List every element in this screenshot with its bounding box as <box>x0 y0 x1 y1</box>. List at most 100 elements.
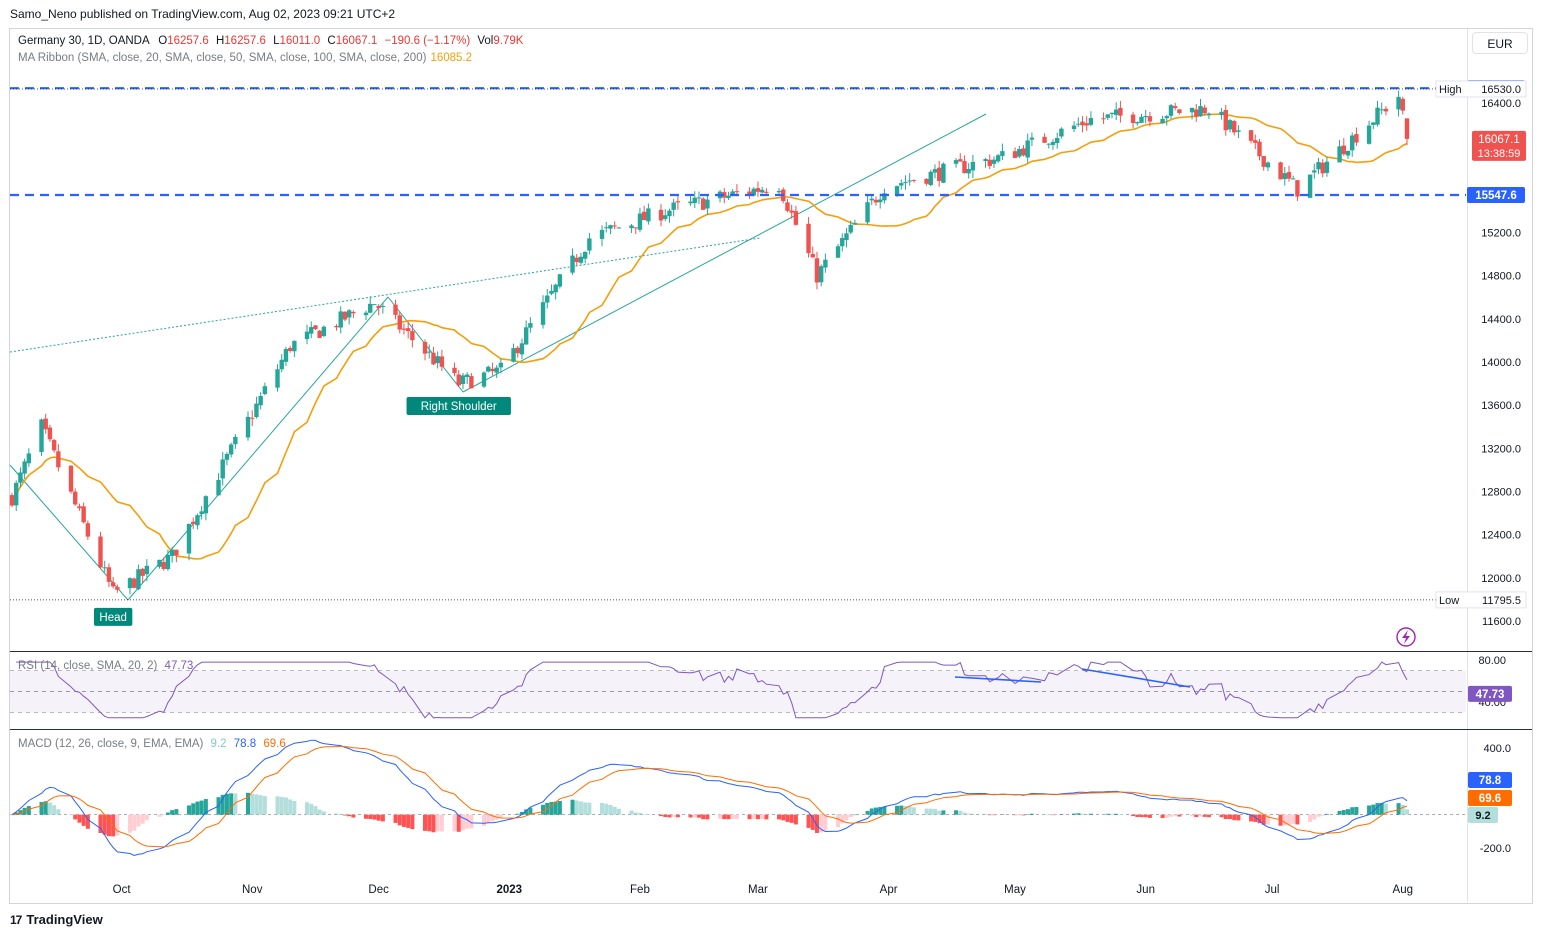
macd-hist-bar <box>941 810 946 815</box>
macd-legend[interactable]: MACD (12, 26, close, 9, EMA, EMA) 9.2 78… <box>18 738 286 750</box>
macd-hist-bar <box>608 804 613 815</box>
candle-body <box>1000 151 1005 156</box>
macd-hist-bar <box>1059 814 1064 815</box>
high-label: H <box>215 35 225 47</box>
rsi-value-badge[interactable]: 47.73 <box>1468 685 1512 702</box>
macd-hist-bar <box>1109 813 1114 815</box>
candle-body <box>1194 109 1199 117</box>
macd-hist-bar <box>1139 814 1144 818</box>
macd-signal-badge[interactable]: 69.6 <box>1468 790 1512 806</box>
candle-body <box>1160 118 1165 124</box>
level-badge-bottom[interactable]: 15547.6 <box>1467 186 1525 203</box>
candle-body <box>1084 123 1089 126</box>
macd-hist-bar <box>397 814 402 826</box>
candle-body <box>722 192 727 198</box>
macd-hist-bar <box>519 811 524 815</box>
candle-body <box>77 506 82 509</box>
macd-hist-bar <box>667 814 672 818</box>
macd-hist-bar <box>1168 814 1173 817</box>
macd-hist-bar <box>557 801 562 815</box>
rsi-divergence-1[interactable] <box>954 676 1042 683</box>
macd-hist-bar <box>254 794 259 815</box>
candle-body <box>574 257 579 263</box>
pattern-line-up[interactable] <box>127 296 389 601</box>
candle-body <box>338 311 343 328</box>
ma-legend[interactable]: MA Ribbon (SMA, close, 20, SMA, close, 5… <box>18 52 472 64</box>
macd-hist-bar <box>10 814 14 816</box>
macd-hist-badge[interactable]: 9.2 <box>1468 807 1498 823</box>
macd-line-badge[interactable]: 78.8 <box>1468 772 1512 788</box>
candle-body <box>751 188 756 196</box>
annotation-right-shoulder[interactable]: Right Shoulder <box>406 396 511 415</box>
candle-body <box>203 496 209 514</box>
currency-button[interactable]: EUR <box>1472 32 1528 54</box>
candle-body <box>616 227 622 229</box>
macd-hist-bar <box>380 814 385 822</box>
macd-hist-bar <box>73 814 78 820</box>
candle-body <box>1354 134 1359 143</box>
macd-hist-bar <box>18 810 23 815</box>
candle-body <box>102 567 107 569</box>
rsi-legend[interactable]: RSI (14, close, SMA, 20, 2) 47.73 <box>18 660 193 672</box>
candle-body <box>663 215 668 219</box>
macd-hist-bar <box>26 806 31 815</box>
macd-hist-bar <box>1160 814 1165 819</box>
lightning-icon[interactable] <box>1396 627 1416 647</box>
candle-body <box>1059 128 1064 137</box>
annotation-head[interactable]: Head <box>93 607 133 626</box>
symbol-legend[interactable]: Germany 30, 1D, OANDA O16257.6 H16257.6 … <box>18 35 523 47</box>
candle-body <box>1232 121 1237 133</box>
ma-value: 16085.2 <box>430 52 473 64</box>
macd-hist-bar <box>1354 807 1359 815</box>
macd-hist-bar <box>317 809 322 815</box>
candle-body <box>789 210 794 213</box>
macd-hist-bar <box>1223 814 1228 820</box>
macd-hist-bar <box>932 808 937 815</box>
macd-hist-bar <box>427 814 432 832</box>
last-price-tag[interactable]: 16067.1 13:38:59 <box>1472 130 1526 161</box>
candle-body <box>140 568 145 576</box>
candle-body <box>1118 107 1123 116</box>
candle-body <box>245 416 251 438</box>
candle-body <box>793 211 799 225</box>
macd-hist-bar <box>928 808 933 815</box>
candle-body <box>814 258 820 283</box>
high-tag: High 16530.0 <box>1435 80 1527 98</box>
macd-hist-bar <box>1249 814 1254 822</box>
neckline-dotted[interactable] <box>9 237 761 353</box>
candle-body <box>372 304 377 306</box>
rsi-divergence-2[interactable] <box>1081 668 1191 688</box>
candle-body <box>983 159 988 162</box>
macd-hist-bar <box>170 810 175 815</box>
macd-hist-bar <box>410 814 415 830</box>
macd-hist-bar <box>966 813 971 815</box>
candle-body <box>523 327 529 345</box>
candle-body <box>486 366 491 372</box>
candle-body <box>894 186 900 195</box>
macd-hist-bar <box>85 814 90 829</box>
candle-body <box>47 427 53 440</box>
macd-hist-bar <box>288 799 293 815</box>
x-tick-label: Dec <box>368 884 389 896</box>
x-tick-label: Oct <box>113 884 132 896</box>
macd-hist-bar <box>102 814 107 835</box>
candle-body <box>132 578 137 588</box>
candle-body <box>540 302 546 325</box>
candle-body <box>599 229 605 239</box>
candle-body <box>498 362 504 368</box>
y-tick-label: 14400.0 <box>1481 314 1521 326</box>
trendline-support[interactable] <box>462 113 987 393</box>
macd-hist-bar <box>873 807 878 815</box>
macd-hist-bar <box>1135 814 1140 818</box>
macd-tick-label: -200.0 <box>1480 843 1511 855</box>
candle-body <box>953 160 959 164</box>
x-tick-label: Mar <box>748 884 768 896</box>
macd-hist-bar <box>1341 810 1346 815</box>
change-value: −190.6 (−1.17%) <box>384 35 471 47</box>
candle-body <box>658 209 664 221</box>
lightning-icon-bolt <box>1402 630 1410 644</box>
annotation-bg <box>93 607 133 626</box>
candle-body <box>1295 180 1300 197</box>
candle-body <box>818 266 824 283</box>
